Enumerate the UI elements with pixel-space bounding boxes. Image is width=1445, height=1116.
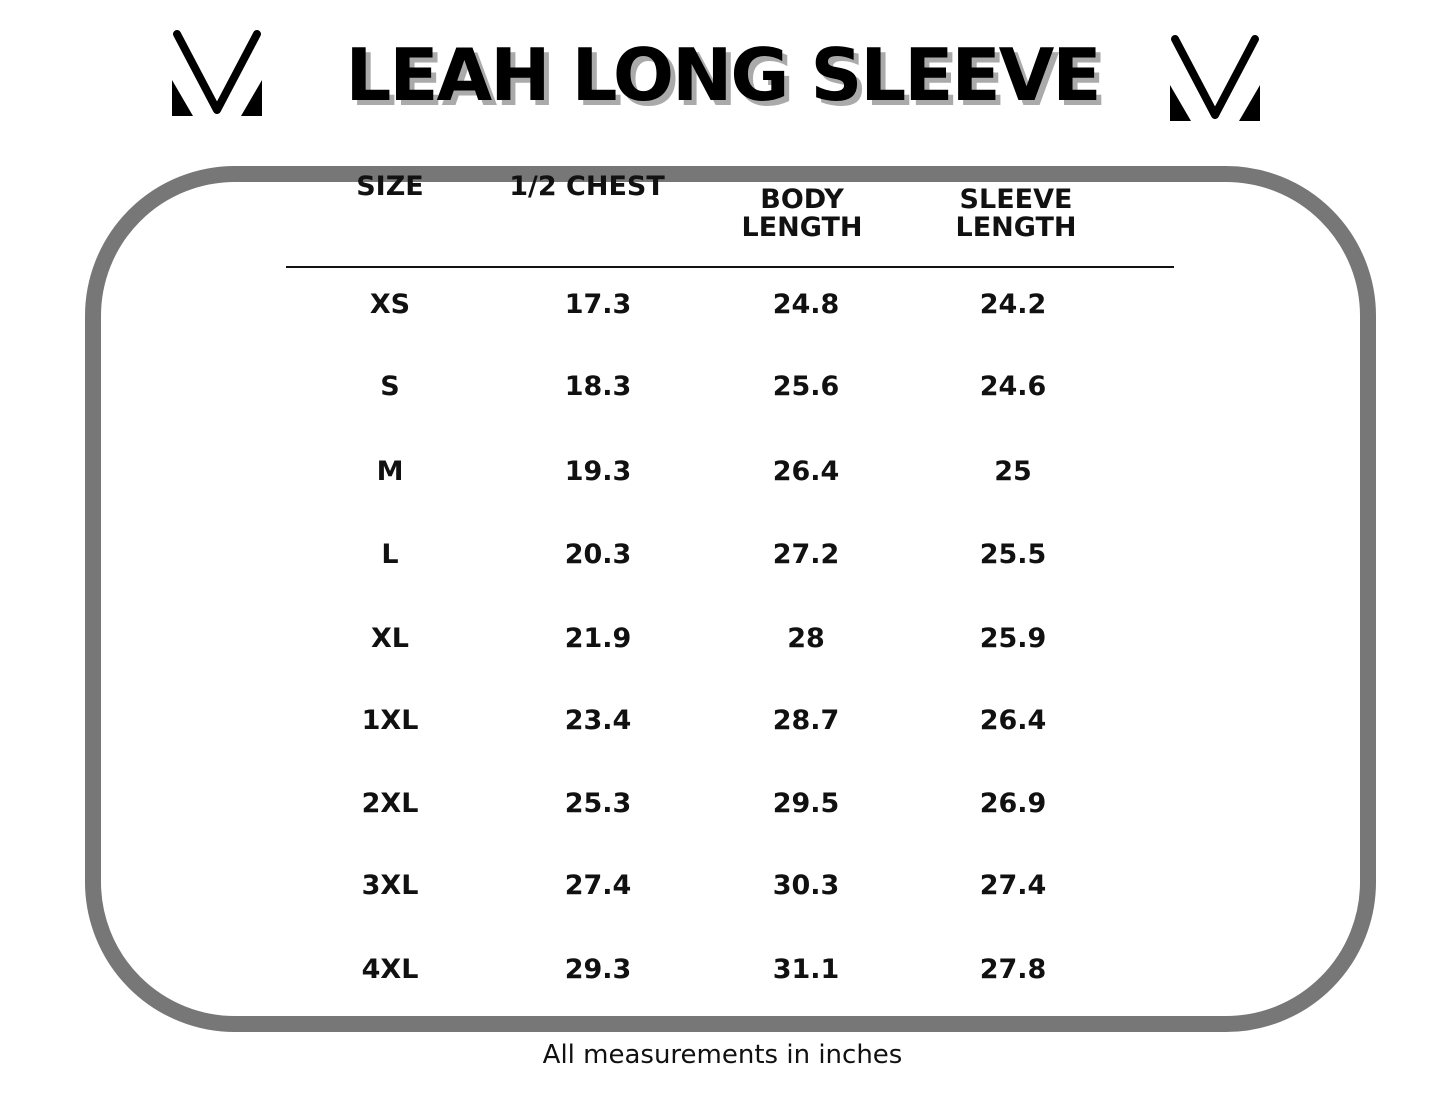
cell-sleeve-length: 24.2 bbox=[979, 289, 1047, 320]
cell-size: M bbox=[376, 456, 404, 487]
cell-half-chest: 25.3 bbox=[564, 788, 632, 819]
brand-logo-icon bbox=[172, 30, 262, 116]
size-chart-frame bbox=[85, 166, 1376, 1032]
header-divider bbox=[286, 266, 1174, 268]
cell-body-length: 28.7 bbox=[772, 705, 840, 736]
cell-half-chest: 19.3 bbox=[564, 456, 632, 487]
cell-body-length: 31.1 bbox=[772, 954, 840, 985]
header-size: SIZE bbox=[356, 171, 424, 202]
cell-sleeve-length: 25.9 bbox=[979, 623, 1047, 654]
table-row: 1XL 23.4 28.7 26.4 bbox=[0, 701, 1445, 741]
cell-body-length: 24.8 bbox=[772, 289, 840, 320]
header-half-chest: 1/2 CHEST bbox=[509, 171, 665, 202]
cell-body-length: 30.3 bbox=[772, 870, 840, 901]
cell-sleeve-length: 26.4 bbox=[979, 705, 1047, 736]
cell-size: XL bbox=[370, 623, 410, 654]
cell-size: S bbox=[380, 371, 400, 402]
brand-logo-icon bbox=[1170, 35, 1260, 121]
table-row: S 18.3 25.6 24.6 bbox=[0, 367, 1445, 407]
cell-size: 1XL bbox=[361, 705, 419, 736]
cell-body-length: 28 bbox=[787, 623, 825, 654]
cell-size: 4XL bbox=[361, 954, 419, 985]
cell-sleeve-length: 25.5 bbox=[979, 539, 1047, 570]
cell-size: L bbox=[381, 539, 399, 570]
table-row: XL 21.9 28 25.9 bbox=[0, 619, 1445, 659]
cell-sleeve-length: 27.4 bbox=[979, 870, 1047, 901]
cell-half-chest: 23.4 bbox=[564, 705, 632, 736]
footnote: All measurements in inches bbox=[542, 1040, 903, 1070]
cell-half-chest: 21.9 bbox=[564, 623, 632, 654]
cell-sleeve-length: 25 bbox=[994, 456, 1032, 487]
table-row: 3XL 27.4 30.3 27.4 bbox=[0, 866, 1445, 906]
cell-sleeve-length: 27.8 bbox=[979, 954, 1047, 985]
cell-size: 2XL bbox=[361, 788, 419, 819]
cell-size: 3XL bbox=[361, 870, 419, 901]
cell-body-length: 29.5 bbox=[772, 788, 840, 819]
table-row: M 19.3 26.4 25 bbox=[0, 452, 1445, 492]
cell-half-chest: 17.3 bbox=[564, 289, 632, 320]
cell-sleeve-length: 26.9 bbox=[979, 788, 1047, 819]
cell-half-chest: 20.3 bbox=[564, 539, 632, 570]
table-row: 4XL 29.3 31.1 27.8 bbox=[0, 950, 1445, 990]
cell-body-length: 25.6 bbox=[772, 371, 840, 402]
header-sleeve-length: SLEEVE LENGTH bbox=[955, 184, 1077, 243]
header-body-length: BODY LENGTH bbox=[741, 184, 863, 243]
cell-size: XS bbox=[369, 289, 411, 320]
page-title: LEAH LONG SLEEVE bbox=[345, 33, 1101, 117]
cell-body-length: 26.4 bbox=[772, 456, 840, 487]
table-row: L 20.3 27.2 25.5 bbox=[0, 535, 1445, 575]
table-row: XS 17.3 24.8 24.2 bbox=[0, 285, 1445, 325]
cell-body-length: 27.2 bbox=[772, 539, 840, 570]
cell-half-chest: 29.3 bbox=[564, 954, 632, 985]
table-row: 2XL 25.3 29.5 26.9 bbox=[0, 784, 1445, 824]
cell-half-chest: 27.4 bbox=[564, 870, 632, 901]
cell-half-chest: 18.3 bbox=[564, 371, 632, 402]
cell-sleeve-length: 24.6 bbox=[979, 371, 1047, 402]
